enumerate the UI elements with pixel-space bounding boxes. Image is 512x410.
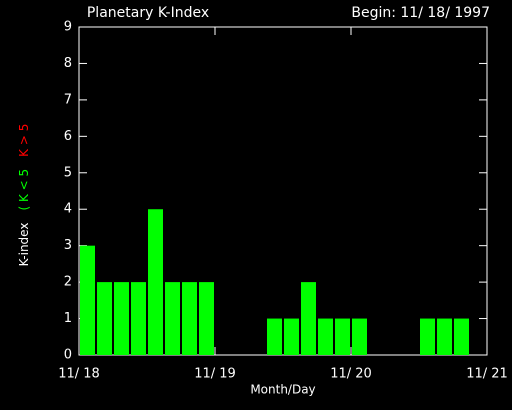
x-tick-label: 11/ 19 xyxy=(194,367,236,382)
y-axis-label-part: ( K < 5 xyxy=(17,169,31,211)
bar xyxy=(199,282,214,355)
bar xyxy=(97,282,112,355)
bar xyxy=(80,245,95,355)
bar xyxy=(301,282,316,355)
x-tick-label: 11/ 18 xyxy=(58,367,100,382)
bar xyxy=(267,318,282,355)
y-axis-label-part: K > 5 xyxy=(17,124,31,157)
y-tick-label: 4 xyxy=(64,202,72,217)
y-tick-label: 9 xyxy=(64,20,72,35)
bar xyxy=(182,282,197,355)
chart-subtitle: Begin: 11/ 18/ 1997 xyxy=(351,5,490,21)
x-tick-label: 11/ 21 xyxy=(466,367,508,382)
bar xyxy=(437,318,452,355)
bar xyxy=(114,282,129,355)
bar xyxy=(165,282,180,355)
bar xyxy=(335,318,350,355)
bar xyxy=(148,209,163,355)
bar xyxy=(131,282,146,355)
y-tick-label: 6 xyxy=(64,129,72,144)
y-axis-label: K-index ( K < 5 K > 5 xyxy=(17,124,31,267)
x-tick-label: 11/ 20 xyxy=(330,367,372,382)
y-tick-label: 0 xyxy=(64,348,72,363)
bar xyxy=(420,318,435,355)
y-tick-label: 7 xyxy=(64,92,72,107)
y-tick-label: 1 xyxy=(64,311,72,326)
y-tick-label: 3 xyxy=(64,238,72,253)
bar xyxy=(352,318,367,355)
plot-frame xyxy=(78,26,488,356)
bar xyxy=(284,318,299,355)
y-tick-label: 2 xyxy=(64,275,72,290)
y-tick-label: 8 xyxy=(64,56,72,71)
bar xyxy=(454,318,469,355)
bar xyxy=(318,318,333,355)
x-axis-label: Month/Day xyxy=(250,383,315,397)
y-tick-label: 5 xyxy=(64,165,72,180)
y-axis-label-part: K-index xyxy=(17,223,31,267)
chart-title: Planetary K-Index xyxy=(87,5,209,21)
